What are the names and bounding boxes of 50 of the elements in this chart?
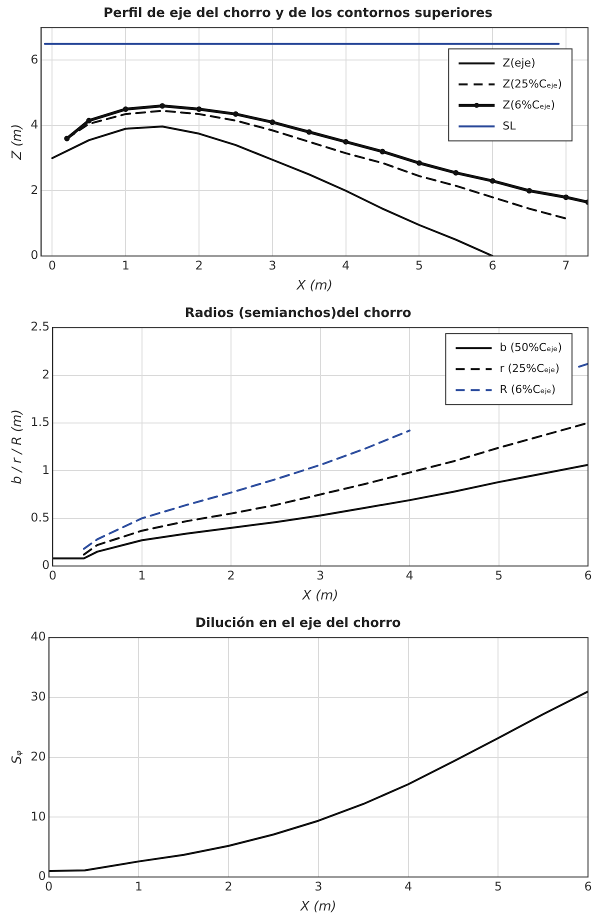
y-tick-label: 6 <box>30 52 38 66</box>
x-tick-label: 1 <box>138 568 146 582</box>
y-tick-label: 0 <box>42 558 50 572</box>
x-tick-label: 7 <box>562 258 570 272</box>
y-tick-label: 10 <box>30 809 46 824</box>
chart-title: Dilución en el eje del chorro <box>195 616 401 632</box>
x-tick-label: 2 <box>224 879 232 894</box>
x-axis-title: X (m) <box>300 900 336 915</box>
legend-label: SL <box>502 119 517 132</box>
x-tick-label: 2 <box>195 258 203 272</box>
x-tick-label: 4 <box>342 258 350 272</box>
y-tick-label: 1.5 <box>30 415 50 430</box>
x-tick-label: 3 <box>314 879 322 894</box>
x-axis-title: X (m) <box>296 278 333 294</box>
y-tick-label: 0 <box>30 248 38 262</box>
x-tick-label: 4 <box>406 568 414 582</box>
x-tick-label: 5 <box>494 568 503 582</box>
y-tick-label: 0 <box>38 869 46 884</box>
x-tick-label: 5 <box>494 879 502 894</box>
y-tick-label: 4 <box>30 118 38 132</box>
chart-title: Radios (semianchos)del chorro <box>184 306 412 322</box>
x-axis-title: X (m) <box>301 588 338 604</box>
chart-title: Perfil de eje del chorro y de los contornos superiores <box>104 6 493 22</box>
legend-label: Z(25%Cₑⱼₑ) <box>502 77 562 90</box>
legend-label: b (50%Cₑⱼₑ) <box>500 340 562 354</box>
legend-label: Z(6%Cₑⱼₑ) <box>502 98 556 112</box>
y-tick-label: 20 <box>30 749 46 764</box>
x-tick-label: 2 <box>227 568 235 582</box>
legend-label: Z(eje) <box>502 56 536 70</box>
x-tick-label: 4 <box>404 879 412 894</box>
legend-label: R (6%Cₑⱼₑ) <box>500 382 556 396</box>
x-tick-label: 6 <box>584 568 592 582</box>
x-tick-label: 6 <box>488 258 496 272</box>
x-tick-label: 3 <box>268 258 276 272</box>
x-tick-label: 5 <box>415 258 424 272</box>
x-tick-label: 1 <box>134 879 143 894</box>
x-tick-label: 3 <box>316 568 324 582</box>
y-tick-label: 0.5 <box>30 510 50 524</box>
y-tick-label: 2.5 <box>30 320 50 334</box>
y-tick-label: 2 <box>30 182 38 197</box>
y-tick-label: 30 <box>30 690 46 704</box>
x-tick-label: 6 <box>584 879 592 894</box>
y-axis-title: b / r / R (m) <box>10 409 26 484</box>
legend-label: r (25%Cₑⱼₑ) <box>500 362 560 375</box>
y-axis-title: Z (m) <box>10 124 26 161</box>
y-tick-label: 40 <box>30 630 46 644</box>
y-axis-title: Sᵩ <box>10 750 26 764</box>
y-tick-label: 2 <box>42 367 50 382</box>
x-tick-label: 1 <box>122 258 130 272</box>
y-tick-label: 1 <box>42 462 50 477</box>
